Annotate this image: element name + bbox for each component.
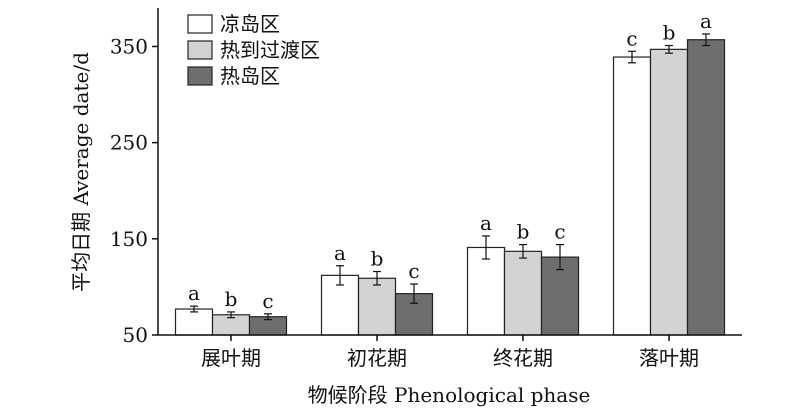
significance-label: a bbox=[700, 9, 712, 33]
y-tick-label: 150 bbox=[110, 227, 148, 251]
y-tick-label: 350 bbox=[110, 34, 148, 58]
significance-label: b bbox=[225, 287, 238, 311]
legend-swatch bbox=[187, 66, 213, 86]
significance-label: c bbox=[262, 289, 273, 313]
x-tick-label: 终花期 bbox=[493, 346, 553, 370]
significance-label: a bbox=[480, 211, 492, 235]
bar bbox=[357, 277, 397, 336]
legend-swatch bbox=[187, 40, 213, 60]
x-tick-label: 初花期 bbox=[347, 346, 407, 370]
x-tick-label: 落叶期 bbox=[639, 346, 699, 370]
y-tick-label: 250 bbox=[110, 131, 148, 155]
legend-label: 热到过渡区 bbox=[220, 38, 320, 62]
significance-label: c bbox=[554, 220, 565, 244]
bar bbox=[503, 250, 543, 336]
bar bbox=[174, 308, 214, 336]
legend-swatch bbox=[187, 14, 213, 34]
significance-label: c bbox=[408, 259, 419, 283]
significance-label: a bbox=[188, 281, 200, 305]
y-tick-label: 50 bbox=[123, 323, 148, 347]
legend-label: 凉岛区 bbox=[220, 12, 280, 36]
bar bbox=[649, 48, 689, 336]
significance-label: a bbox=[334, 241, 346, 265]
significance-label: b bbox=[663, 21, 676, 45]
legend-label: 热岛区 bbox=[220, 64, 280, 88]
bar bbox=[466, 246, 506, 336]
bar bbox=[612, 56, 652, 336]
bar bbox=[686, 39, 726, 336]
x-tick-label: 展叶期 bbox=[201, 346, 261, 370]
x-axis-title: 物候阶段 Phenological phase bbox=[308, 383, 591, 407]
significance-label: b bbox=[371, 247, 384, 271]
significance-label: b bbox=[517, 220, 530, 244]
significance-label: c bbox=[626, 26, 637, 50]
y-axis-title: 平均日期 Average date/d bbox=[69, 52, 93, 292]
